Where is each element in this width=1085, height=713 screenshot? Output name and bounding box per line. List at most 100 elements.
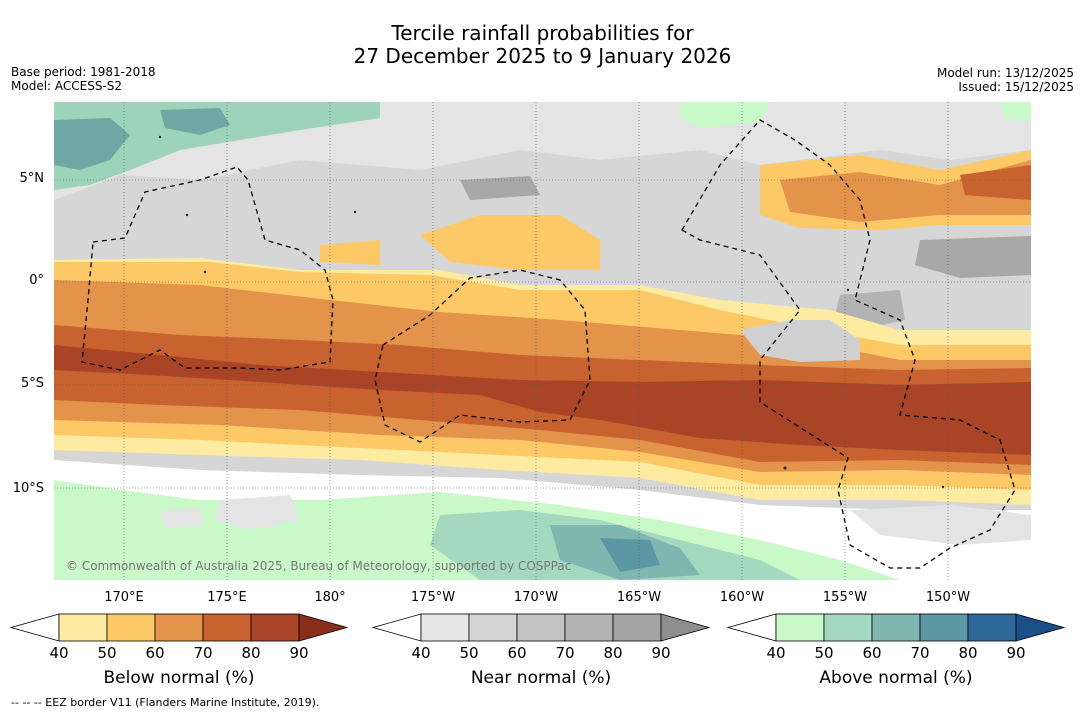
title-line-2: 27 December 2025 to 9 January 2026	[353, 44, 732, 68]
eez-border-east	[681, 119, 1016, 569]
colorbar-tick: 80	[958, 644, 978, 662]
colorbar-tick: 80	[603, 644, 623, 662]
colorbar-tick: 60	[862, 644, 882, 662]
colorbar-tick: 50	[459, 644, 479, 662]
near-normal-south-patch-3	[160, 508, 205, 528]
below-normal-zone-band-90	[54, 345, 1031, 455]
base-period: Base period: 1981-2018	[11, 65, 156, 79]
issued-date: Issued: 15/12/2025	[958, 80, 1074, 94]
colorbar-extend-low	[726, 613, 777, 642]
lat-label: 10°S	[12, 481, 44, 496]
colorbar-tick: 40	[766, 644, 786, 662]
colorbar-segment	[775, 613, 825, 642]
lon-label: 175°E	[207, 590, 247, 605]
colorbar-tick: 60	[145, 644, 165, 662]
island-marker	[783, 466, 787, 470]
title-line-1: Tercile rainfall probabilities for	[391, 21, 694, 45]
above-normal-strong-nw	[54, 118, 130, 170]
colorbar-segment	[823, 613, 873, 642]
lon-label: 175°W	[410, 590, 456, 605]
colorbar-tick: 80	[241, 644, 261, 662]
colorbar-below-normal	[9, 613, 349, 642]
colorbar-segment	[468, 613, 518, 642]
colorbar-tick: 70	[910, 644, 930, 662]
near-normal-south-patch-1	[215, 495, 300, 530]
colorbar-segment	[420, 613, 470, 642]
colorbar-tick: 50	[814, 644, 834, 662]
colorbar-tick: 90	[1006, 644, 1026, 662]
below-normal-zone-ne-max	[960, 165, 1031, 200]
colorbar-near-normal	[371, 613, 711, 642]
above-normal-strong-nw-2	[160, 108, 230, 135]
island-marker	[353, 210, 357, 214]
lon-label: 160°W	[719, 590, 765, 605]
colorbar-tick: 90	[289, 644, 309, 662]
eez-borders	[81, 119, 1016, 569]
colorbar-segment	[202, 613, 252, 642]
island-marker	[846, 288, 850, 292]
colorbar-extend-high	[1015, 613, 1066, 642]
above-normal-zone-south-4	[600, 538, 660, 572]
near-normal-band-interrupt	[740, 320, 860, 362]
island-marker	[941, 485, 945, 489]
grid-lines	[54, 102, 1031, 580]
below-normal-zone-mid-1	[420, 215, 600, 270]
colorbar-extend-high	[298, 613, 349, 642]
colorbar-tick: 40	[411, 644, 431, 662]
lon-label: 170°E	[104, 590, 144, 605]
model-info: Base period: 1981-2018 Model: ACCESS-S2	[11, 65, 156, 93]
colorbar-title-near: Near normal (%)	[470, 668, 612, 688]
colorbar-segment	[106, 613, 156, 642]
colorbar-tick: 50	[97, 644, 117, 662]
above-normal-zone-ne	[680, 102, 770, 128]
eez-legend-note: -- -- -- EEZ border V11 (Flanders Marine…	[11, 696, 320, 709]
eez-border-central	[374, 269, 591, 443]
colorbar-tick: 90	[651, 644, 671, 662]
probability-map	[54, 102, 1031, 580]
lat-label: 0°	[29, 273, 44, 288]
copyright-notice: © Commonwealth of Australia 2025, Bureau…	[66, 559, 572, 573]
below-normal-zone-ne-strong	[780, 160, 1031, 222]
colorbar-tick: 40	[49, 644, 69, 662]
lon-label: 180°	[314, 590, 346, 605]
colorbar-tick: 70	[555, 644, 575, 662]
islands	[158, 135, 945, 489]
lon-label: 150°W	[925, 590, 971, 605]
near-normal-dark-zone-2	[915, 236, 1031, 278]
near-normal-dark-zone-1	[460, 176, 540, 200]
colorbar-extend-low	[371, 613, 422, 642]
colorbar-extend-high	[660, 613, 711, 642]
colorbar-segment	[516, 613, 566, 642]
near-normal-south-patch-2	[850, 505, 1031, 545]
lat-label: 5°S	[20, 376, 44, 391]
above-normal-zone-nw	[54, 102, 380, 190]
colorbar-title-below: Below normal (%)	[103, 668, 255, 688]
lat-label: 5°N	[19, 171, 45, 186]
colorbar-segment	[250, 613, 300, 642]
below-normal-zone-mid-2	[320, 240, 380, 265]
lon-label: 165°W	[616, 590, 662, 605]
colorbar-segment	[564, 613, 614, 642]
island-marker	[185, 213, 189, 217]
colorbar-segment	[967, 613, 1017, 642]
colorbar-segment	[154, 613, 204, 642]
eez-border-west	[81, 166, 334, 371]
colorbar-tick: 70	[193, 644, 213, 662]
colorbar-tick: 60	[507, 644, 527, 662]
model-run: Model run: 13/12/2025	[936, 66, 1074, 80]
above-normal-zone-ne-2	[1000, 102, 1031, 122]
lon-label: 155°W	[822, 590, 868, 605]
model-name: Model: ACCESS-S2	[11, 79, 123, 93]
colorbar-segment	[919, 613, 969, 642]
island-marker	[158, 135, 162, 139]
colorbar-segment	[871, 613, 921, 642]
colorbar-segment	[612, 613, 662, 642]
colorbar-segment	[58, 613, 108, 642]
colorbar-above-normal	[726, 613, 1066, 642]
colorbar-extend-low	[9, 613, 60, 642]
chart-title: Tercile rainfall probabilities for 27 De…	[0, 22, 1085, 68]
run-info: Model run: 13/12/2025 Issued: 15/12/2025	[937, 66, 1074, 94]
island-marker	[203, 270, 207, 274]
colorbar-title-above: Above normal (%)	[819, 668, 973, 688]
